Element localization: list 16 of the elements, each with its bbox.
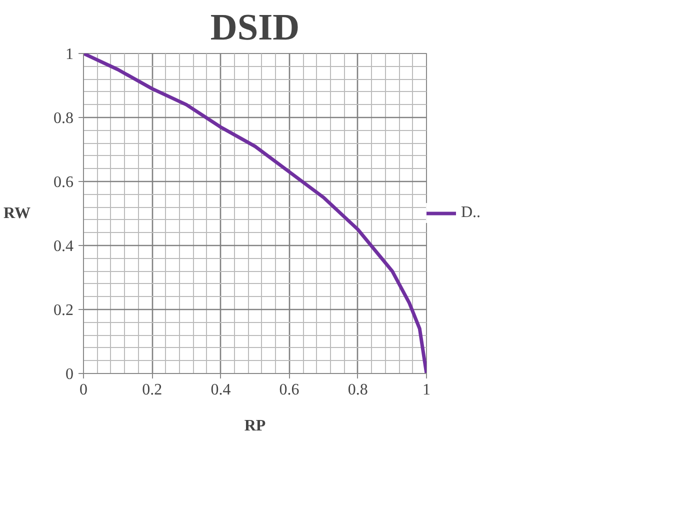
x-tick-label: 0.8 — [348, 382, 368, 398]
y-tick-label: 0.4 — [54, 238, 74, 255]
chart-title: DSID — [210, 8, 300, 48]
legend-label: D.. — [461, 204, 481, 222]
y-axis-title: RW — [4, 205, 31, 222]
x-tick-label: 0.4 — [210, 382, 231, 398]
x-tick-label: 0.6 — [279, 382, 300, 398]
x-axis-title: RP — [244, 418, 266, 434]
x-tick-label: 0 — [80, 382, 88, 398]
y-tick-label: 0.6 — [54, 174, 74, 191]
y-tick-label: 1 — [66, 46, 74, 63]
y-tick-label: 0.8 — [54, 110, 74, 127]
y-tick-label: 0.2 — [54, 302, 74, 319]
x-tick-label: 0.2 — [142, 382, 162, 398]
x-tick-label: 1 — [422, 382, 430, 398]
y-tick-label: 0 — [66, 366, 74, 383]
